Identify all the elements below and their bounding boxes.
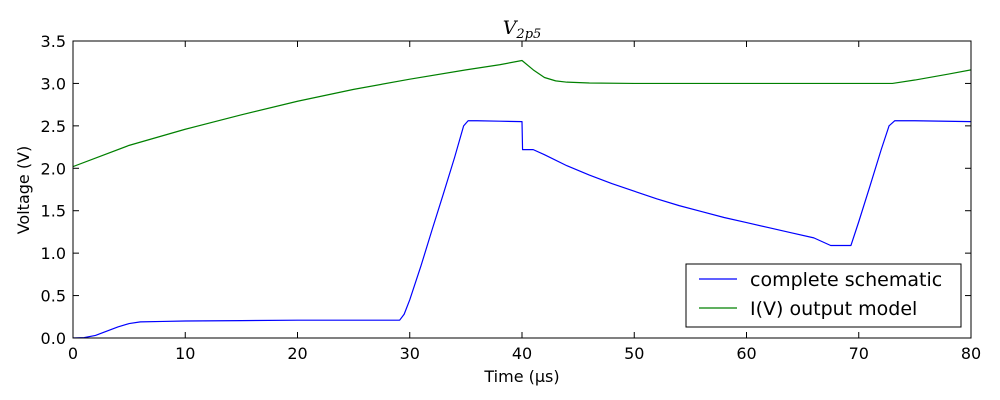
y-tick-label: 2.5: [41, 117, 66, 136]
chart-title: V2p5: [503, 17, 542, 42]
series-group: [73, 59, 971, 338]
legend: complete schematic I(V) output model: [685, 263, 962, 328]
x-axis: 0 10 20 30 40 50 60 70 80: [68, 41, 981, 363]
y-tick-label: 3.0: [41, 74, 66, 93]
x-axis-label: Time (µs): [483, 367, 559, 386]
y-axis: 0.0 0.5 1.0 1.5 2.0 2.5 3.0 3.5: [41, 32, 971, 348]
legend-label-iv-output-model: I(V) output model: [750, 298, 917, 320]
x-tick-label: 0: [68, 344, 78, 363]
y-tick-label: 2.0: [41, 159, 66, 178]
y-tick-label: 1.5: [41, 202, 66, 221]
chart-title-main: V: [503, 17, 519, 39]
x-tick-label: 10: [175, 344, 195, 363]
y-tick-label: 3.5: [41, 32, 66, 51]
x-tick-label: 50: [624, 344, 644, 363]
series-line-0: [73, 120, 971, 338]
x-tick-label: 80: [961, 344, 981, 363]
x-tick-label: 40: [512, 344, 532, 363]
legend-label-complete-schematic: complete schematic: [750, 269, 942, 291]
x-tick-label: 20: [287, 344, 307, 363]
y-axis-label: Voltage (V): [14, 146, 33, 235]
y-tick-label: 1.0: [41, 244, 66, 263]
series-line-1: [73, 59, 971, 168]
y-tick-label: 0.5: [41, 287, 66, 306]
y-tick-label: 0.0: [41, 329, 66, 348]
legend-box: [685, 263, 962, 328]
chart-title-subscript: 2p5: [515, 27, 541, 42]
x-tick-label: 30: [400, 344, 420, 363]
x-tick-label: 60: [736, 344, 756, 363]
x-tick-label: 70: [849, 344, 869, 363]
